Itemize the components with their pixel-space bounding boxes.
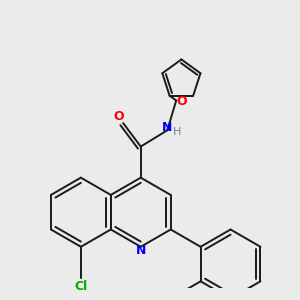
Text: H: H xyxy=(173,127,181,137)
Text: O: O xyxy=(176,95,187,108)
Text: N: N xyxy=(136,244,146,257)
Text: O: O xyxy=(113,110,124,124)
Text: Cl: Cl xyxy=(74,280,88,293)
Text: N: N xyxy=(161,121,172,134)
